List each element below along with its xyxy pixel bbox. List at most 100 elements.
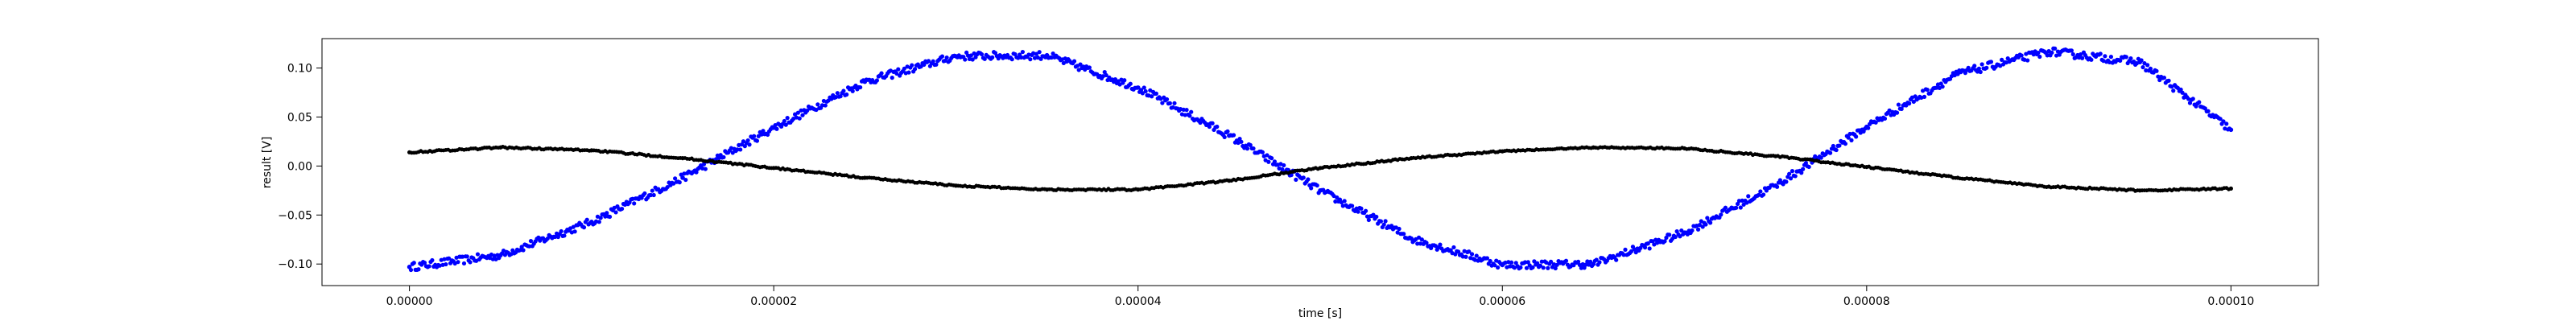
data-point [2046, 184, 2051, 189]
data-point-marker [968, 53, 973, 58]
data-point-marker [519, 245, 524, 249]
data-point-marker [1122, 78, 1127, 83]
data-point-marker [1150, 94, 1154, 99]
data-point-marker [1474, 253, 1479, 258]
data-point-marker [1020, 49, 1026, 55]
data-point-marker [1594, 257, 1599, 262]
data-point-marker [1034, 51, 1038, 56]
data-point-marker [677, 180, 682, 185]
data-point-marker [1978, 69, 1983, 75]
data-point-marker [1451, 245, 1456, 250]
data-point-marker [1524, 265, 1530, 270]
x-tick-label: 0.00010 [2207, 295, 2254, 308]
data-point-marker [1350, 204, 1355, 208]
data-point-marker [1522, 260, 1528, 265]
data-point-marker [1647, 246, 1652, 251]
data-point-marker [1846, 135, 1851, 140]
data-point-marker [650, 188, 654, 193]
data-point-marker [648, 192, 654, 198]
data-point-marker [1563, 258, 1569, 263]
data-point-marker [1128, 81, 1133, 86]
x-tick-label: 0.00000 [386, 295, 433, 308]
data-point-marker [2025, 58, 2030, 63]
data-point-marker [1143, 88, 1148, 94]
data-point-marker [1455, 249, 1461, 254]
data-point-marker [521, 248, 526, 253]
data-point-marker [1402, 232, 1406, 237]
data-point-marker [1306, 177, 1311, 182]
data-point-marker [1049, 55, 1054, 60]
data-point-marker [879, 71, 884, 76]
data-point [1773, 183, 1778, 188]
data-point-marker [919, 64, 923, 69]
series-0 [407, 46, 2234, 273]
data-point-marker [581, 225, 587, 230]
data-point-marker [447, 256, 452, 261]
data-point-marker [799, 108, 803, 113]
series-layer [407, 46, 2234, 273]
data-point-marker [838, 94, 843, 99]
data-point-marker [2171, 88, 2176, 93]
data-point-marker [1788, 176, 1794, 181]
data-point [1409, 156, 1414, 161]
data-point-marker [721, 154, 726, 160]
data-point-marker [694, 170, 699, 175]
data-point-marker [1843, 142, 1848, 146]
data-point-marker [1803, 161, 1809, 166]
data-point-marker [1104, 72, 1108, 78]
data-point-marker [1248, 142, 1253, 147]
data-point-marker [2144, 68, 2149, 73]
data-point-marker [490, 257, 495, 261]
data-point-marker [1738, 205, 1743, 210]
data-point-marker [1679, 228, 1684, 233]
data-point-marker [2108, 55, 2114, 60]
data-point-marker [1849, 138, 1854, 142]
data-point-marker [874, 78, 879, 83]
data-point-marker [461, 261, 467, 266]
data-point-marker [1667, 232, 1672, 237]
data-point-marker [1266, 159, 1271, 164]
data-point-marker [1799, 171, 1804, 175]
data-point-marker [1026, 52, 1031, 57]
data-point-marker [1289, 172, 1294, 178]
data-point-marker [1492, 263, 1497, 268]
data-point-marker [795, 110, 800, 115]
data-point-marker [990, 55, 995, 60]
data-point [1318, 166, 1323, 171]
data-point-marker [1222, 134, 1227, 140]
data-point-marker [1882, 116, 1888, 121]
data-point-marker [1934, 85, 1939, 90]
data-point-marker [1184, 108, 1189, 113]
y-tick-label: −0.05 [278, 209, 312, 222]
data-point-marker [759, 132, 764, 137]
data-point-marker [1160, 101, 1165, 105]
data-point-marker [1837, 143, 1842, 148]
data-point [1227, 179, 1232, 183]
data-point-marker [982, 56, 987, 61]
data-point-marker [1496, 265, 1501, 270]
data-point-marker [1697, 223, 1703, 228]
data-point-marker [2070, 51, 2075, 57]
data-point-marker [1761, 192, 1766, 197]
data-point-marker [752, 134, 757, 138]
data-point-marker [1899, 106, 1904, 112]
data-point-marker [1363, 208, 1368, 213]
data-point-marker [1708, 220, 1713, 225]
data-point-marker [896, 67, 901, 72]
data-point-marker [1513, 261, 1518, 265]
data-point-marker [844, 92, 849, 97]
y-tick-label: −0.10 [278, 258, 312, 271]
data-point-marker [1416, 235, 1422, 240]
data-point-marker [1364, 214, 1370, 219]
data-point-marker [559, 228, 564, 234]
data-point [2228, 127, 2234, 133]
data-point-marker [800, 113, 805, 117]
data-point [1955, 175, 1960, 180]
data-point-marker [1154, 91, 1158, 96]
data-point-marker [890, 76, 894, 80]
data-point [1864, 124, 1869, 130]
data-point-marker [1673, 234, 1678, 240]
data-point-marker [1790, 169, 1795, 174]
data-point-marker [2161, 75, 2167, 80]
data-point-marker [2197, 100, 2202, 105]
